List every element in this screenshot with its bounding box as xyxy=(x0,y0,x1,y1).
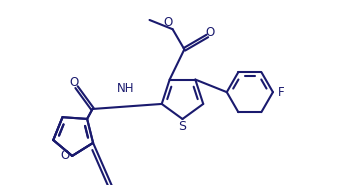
Text: NH: NH xyxy=(117,82,135,95)
Text: O: O xyxy=(70,76,79,89)
Text: S: S xyxy=(179,120,186,133)
Text: O: O xyxy=(206,26,215,39)
Text: O: O xyxy=(164,16,173,29)
Text: F: F xyxy=(278,86,284,99)
Text: O: O xyxy=(60,149,69,162)
